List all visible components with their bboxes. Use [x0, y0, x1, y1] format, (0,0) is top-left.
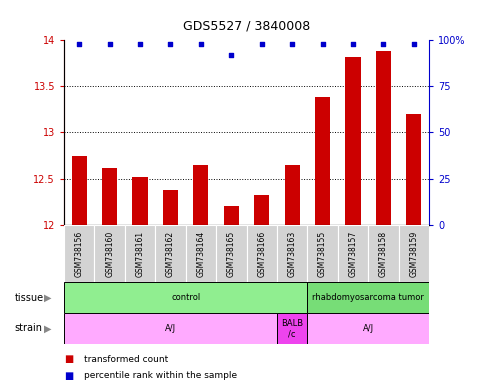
Bar [102, 167, 117, 225]
Text: A/J: A/J [362, 324, 374, 333]
Bar [246, 225, 277, 282]
Bar [216, 225, 246, 282]
Text: BALB
/c: BALB /c [281, 319, 303, 338]
Text: GSM738165: GSM738165 [227, 230, 236, 276]
Text: GSM738159: GSM738159 [409, 230, 418, 276]
Bar [193, 165, 209, 225]
Text: A/J: A/J [165, 324, 176, 333]
Text: GDS5527 / 3840008: GDS5527 / 3840008 [183, 20, 310, 33]
Point [288, 41, 296, 47]
Bar [71, 156, 87, 225]
Bar [64, 313, 277, 344]
Bar [64, 225, 95, 282]
Bar [277, 313, 307, 344]
Bar [224, 206, 239, 225]
Text: GSM738158: GSM738158 [379, 230, 388, 276]
Bar [163, 190, 178, 225]
Bar [277, 225, 307, 282]
Text: rhabdomyosarcoma tumor: rhabdomyosarcoma tumor [312, 293, 424, 302]
Bar [284, 165, 300, 225]
Text: GSM738160: GSM738160 [105, 230, 114, 276]
Text: GSM738155: GSM738155 [318, 230, 327, 276]
Bar [376, 51, 391, 225]
Bar [133, 177, 148, 225]
Bar [315, 98, 330, 225]
Text: ▶: ▶ [44, 323, 52, 333]
Text: control: control [171, 293, 200, 302]
Bar [186, 225, 216, 282]
Bar [155, 225, 186, 282]
Text: percentile rank within the sample: percentile rank within the sample [84, 371, 237, 380]
Bar [95, 225, 125, 282]
Point [167, 41, 175, 47]
Text: GSM738166: GSM738166 [257, 230, 266, 276]
Bar [307, 313, 429, 344]
Text: GSM738163: GSM738163 [287, 230, 297, 276]
Text: ■: ■ [64, 354, 73, 364]
Point [197, 41, 205, 47]
Text: GSM738156: GSM738156 [75, 230, 84, 276]
Bar [307, 225, 338, 282]
Bar [64, 282, 307, 313]
Text: transformed count: transformed count [84, 354, 168, 364]
Point [106, 41, 113, 47]
Bar [406, 114, 422, 225]
Text: ▶: ▶ [44, 293, 52, 303]
Point [349, 41, 357, 47]
Point [227, 52, 235, 58]
Text: tissue: tissue [15, 293, 44, 303]
Point [258, 41, 266, 47]
Text: GSM738157: GSM738157 [349, 230, 357, 276]
Bar [345, 57, 360, 225]
Text: GSM738161: GSM738161 [136, 230, 144, 276]
Point [318, 41, 326, 47]
Point [380, 41, 387, 47]
Bar [254, 195, 269, 225]
Text: strain: strain [15, 323, 43, 333]
Bar [307, 282, 429, 313]
Point [136, 41, 144, 47]
Text: GSM738162: GSM738162 [166, 230, 175, 276]
Text: ■: ■ [64, 371, 73, 381]
Bar [125, 225, 155, 282]
Bar [338, 225, 368, 282]
Text: GSM738164: GSM738164 [196, 230, 206, 276]
Bar [368, 225, 398, 282]
Point [75, 41, 83, 47]
Point [410, 41, 418, 47]
Bar [398, 225, 429, 282]
